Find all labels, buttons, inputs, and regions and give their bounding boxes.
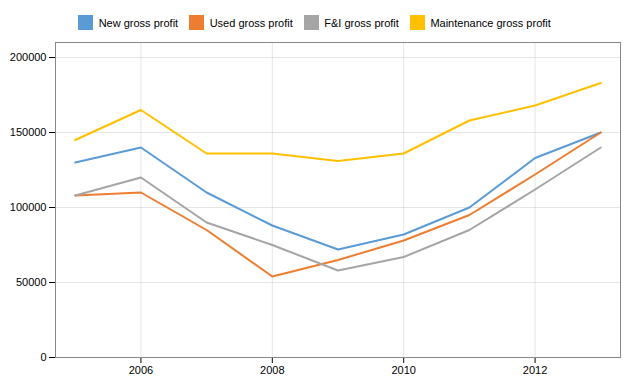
html-text:Used gross profit: Used gross profit <box>209 16 293 29</box>
svg-text:2012: 2012 <box>523 364 547 376</box>
html-text:Maintenance gross profit: Maintenance gross profit <box>430 16 551 29</box>
svg-text:0: 0 <box>40 351 46 363</box>
html-text:New gross profit: New gross profit <box>98 16 179 29</box>
svg-text:200000: 200000 <box>10 51 47 63</box>
svg-text:100000: 100000 <box>10 201 47 213</box>
html-text:F&I gross profit: F&I gross profit <box>324 16 399 29</box>
svg-text:150000: 150000 <box>10 126 47 138</box>
svg-text:50000: 50000 <box>16 276 47 288</box>
svg-text:2006: 2006 <box>129 364 153 376</box>
svg-text:2008: 2008 <box>260 364 284 376</box>
svg-text:2010: 2010 <box>391 364 415 376</box>
